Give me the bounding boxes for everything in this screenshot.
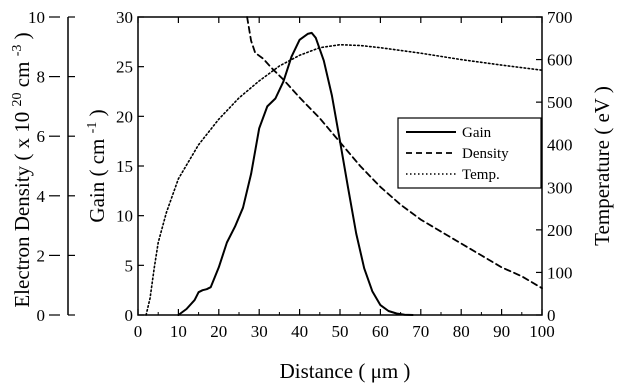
- axis-titles: Distance ( μm ) Electron Density ( x 10 2…: [10, 32, 614, 383]
- x-tick-label: 10: [170, 322, 187, 341]
- x-axis: 0 10 20 30 40 50 60 70 80 90 100: [134, 17, 555, 341]
- temperature-tick-label: 700: [547, 8, 573, 27]
- temperature-tick-label: 600: [547, 51, 573, 70]
- x-tick-label: 0: [134, 322, 143, 341]
- temperature-tick-label: 500: [547, 93, 573, 112]
- series-line-gain: [177, 31, 414, 316]
- gain-tick-label: 10: [116, 207, 133, 226]
- gain-tick-label: 20: [116, 107, 133, 126]
- temperature-axis: 0 100 200 300 400 500 600 700: [536, 8, 573, 325]
- density-tick-label: 8: [37, 68, 46, 87]
- x-tick-label: 30: [251, 322, 268, 341]
- density-axis: 0 2 4 6 8 10: [28, 8, 75, 325]
- gain-axis-title: Gain ( cm -1 ): [85, 109, 109, 222]
- x-axis-title: Distance ( μm ): [280, 359, 411, 383]
- density-tick-label: 6: [37, 127, 46, 146]
- density-tick-label: 4: [37, 187, 46, 206]
- temperature-axis-title: Temperature ( eV ): [590, 86, 614, 246]
- x-tick-label: 60: [372, 322, 389, 341]
- legend-label: Density: [462, 146, 509, 162]
- x-tick-label: 70: [412, 322, 429, 341]
- series-group: [145, 16, 543, 316]
- temperature-tick-label: 100: [547, 263, 573, 282]
- x-tick-label: 20: [210, 322, 227, 341]
- series-line-density: [246, 16, 543, 290]
- gain-tick-label: 0: [125, 306, 134, 325]
- density-tick-label: 10: [28, 8, 45, 27]
- gain-tick-label: 30: [116, 8, 133, 27]
- legend-label: Temp.: [462, 167, 500, 183]
- legend-label: Gain: [462, 125, 492, 141]
- x-tick-label: 50: [332, 322, 349, 341]
- temperature-tick-label: 0: [547, 306, 556, 325]
- temperature-tick-label: 200: [547, 221, 573, 240]
- density-tick-label: 2: [37, 246, 46, 265]
- gain-tick-label: 5: [125, 256, 134, 275]
- temperature-tick-label: 400: [547, 136, 573, 155]
- legend: Gain Density Temp.: [397, 117, 542, 189]
- gain-axis: 0 5 10 15 20 25 30: [116, 8, 144, 325]
- x-tick-label: 80: [453, 322, 470, 341]
- series-line-temp: [145, 43, 543, 316]
- plot-frame: [137, 16, 543, 316]
- temperature-tick-label: 300: [547, 178, 573, 197]
- gain-tick-label: 25: [116, 58, 133, 77]
- density-axis-title: Electron Density ( x 10 20 cm -3 ): [10, 32, 34, 307]
- x-tick-label: 90: [493, 322, 510, 341]
- density-tick-label: 0: [37, 306, 46, 325]
- gain-tick-label: 15: [116, 157, 133, 176]
- x-tick-label: 40: [291, 322, 308, 341]
- x-tick-label: 100: [529, 322, 555, 341]
